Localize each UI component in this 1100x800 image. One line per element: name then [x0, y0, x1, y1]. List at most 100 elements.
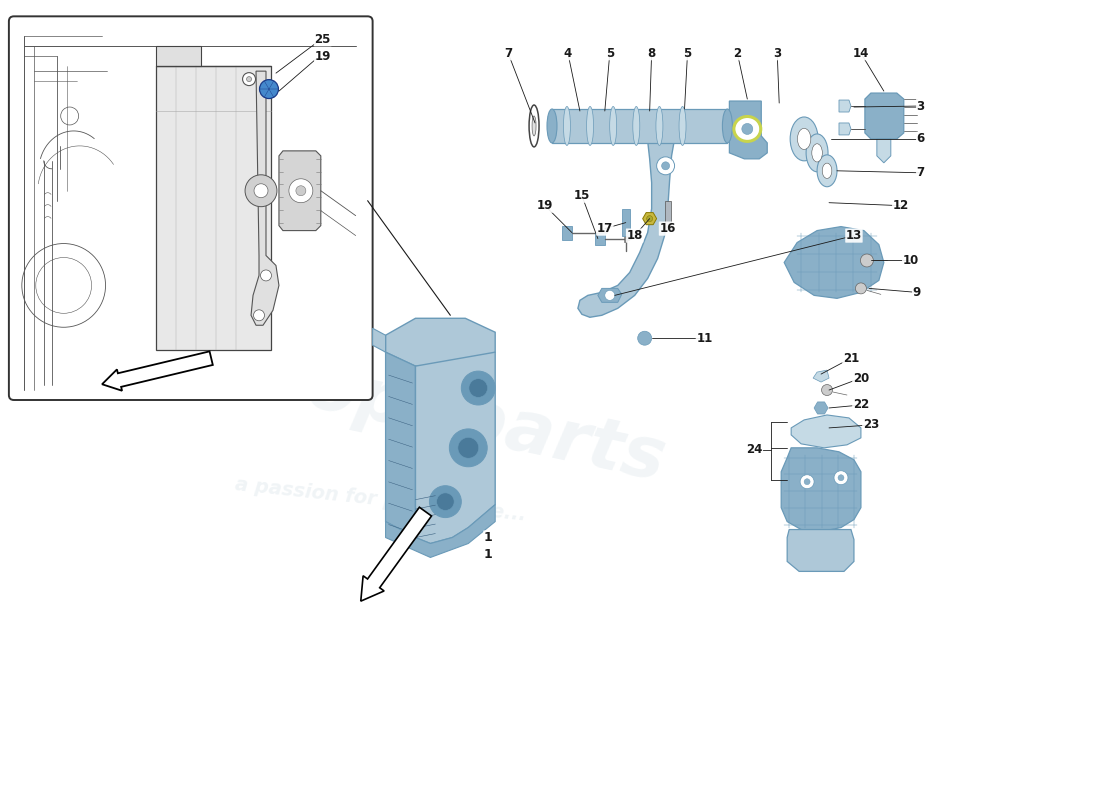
Text: 3: 3	[916, 99, 925, 113]
Text: 9: 9	[913, 286, 921, 299]
Circle shape	[429, 486, 461, 518]
Circle shape	[741, 123, 752, 134]
Ellipse shape	[586, 106, 594, 146]
Polygon shape	[562, 226, 572, 239]
Circle shape	[243, 73, 255, 86]
Ellipse shape	[817, 155, 837, 186]
Text: 23: 23	[862, 418, 879, 431]
Ellipse shape	[823, 163, 832, 178]
Circle shape	[246, 77, 252, 82]
Ellipse shape	[806, 134, 828, 172]
Circle shape	[647, 216, 652, 222]
Polygon shape	[156, 46, 201, 66]
Circle shape	[450, 429, 487, 466]
Ellipse shape	[563, 106, 571, 146]
Ellipse shape	[609, 106, 617, 146]
Circle shape	[605, 290, 615, 300]
Circle shape	[458, 438, 478, 458]
Ellipse shape	[812, 144, 823, 162]
Text: 5: 5	[683, 46, 692, 60]
Polygon shape	[373, 328, 386, 352]
Text: 21: 21	[843, 352, 859, 365]
Circle shape	[735, 116, 760, 142]
Circle shape	[856, 283, 867, 294]
Circle shape	[461, 371, 495, 405]
Text: 7: 7	[504, 46, 513, 60]
Text: 13: 13	[846, 229, 862, 242]
Text: 12: 12	[893, 199, 909, 212]
Polygon shape	[416, 352, 495, 543]
Text: 6: 6	[916, 133, 925, 146]
Text: 17: 17	[596, 222, 613, 235]
Circle shape	[296, 186, 306, 196]
Circle shape	[822, 385, 833, 395]
Text: 4: 4	[564, 46, 572, 60]
Text: 15: 15	[574, 190, 590, 202]
Bar	[664, 201, 671, 229]
Text: 25: 25	[315, 33, 331, 46]
FancyBboxPatch shape	[9, 16, 373, 400]
Text: 1: 1	[484, 548, 493, 561]
Ellipse shape	[532, 116, 536, 136]
Polygon shape	[595, 233, 605, 245]
Ellipse shape	[547, 109, 557, 143]
Ellipse shape	[529, 105, 539, 147]
Polygon shape	[813, 370, 829, 382]
Ellipse shape	[632, 106, 640, 146]
Polygon shape	[877, 139, 891, 163]
Text: 2: 2	[734, 46, 741, 60]
Text: europeparts: europeparts	[168, 324, 672, 496]
Circle shape	[638, 331, 651, 345]
Polygon shape	[791, 415, 861, 448]
Ellipse shape	[679, 106, 686, 146]
Polygon shape	[839, 100, 851, 112]
FancyArrow shape	[361, 507, 431, 601]
Circle shape	[834, 470, 848, 485]
Circle shape	[469, 378, 487, 398]
Polygon shape	[251, 71, 279, 326]
Text: 8: 8	[648, 46, 656, 60]
Circle shape	[261, 270, 272, 281]
Ellipse shape	[656, 106, 663, 146]
Polygon shape	[386, 352, 416, 538]
Text: 5: 5	[606, 46, 614, 60]
Polygon shape	[625, 234, 632, 242]
Text: 7: 7	[916, 166, 925, 179]
Polygon shape	[865, 93, 904, 139]
Text: 3: 3	[773, 46, 781, 60]
Polygon shape	[621, 209, 629, 235]
Circle shape	[245, 174, 277, 206]
Circle shape	[289, 178, 312, 202]
Polygon shape	[578, 113, 683, 318]
Polygon shape	[784, 226, 883, 298]
Text: 18: 18	[627, 229, 642, 242]
Polygon shape	[552, 109, 727, 143]
Polygon shape	[729, 101, 767, 159]
Polygon shape	[279, 151, 321, 230]
Text: 14: 14	[852, 46, 869, 60]
Ellipse shape	[723, 109, 733, 143]
Text: 1: 1	[484, 531, 493, 544]
FancyBboxPatch shape	[156, 66, 271, 350]
Ellipse shape	[790, 117, 818, 161]
Polygon shape	[386, 318, 495, 366]
Circle shape	[253, 310, 264, 321]
Text: 19: 19	[315, 50, 331, 62]
Circle shape	[254, 184, 268, 198]
Text: 11: 11	[696, 332, 713, 345]
Text: a passion for parts since...: a passion for parts since...	[234, 475, 527, 524]
FancyArrow shape	[102, 351, 212, 390]
Text: 16: 16	[659, 222, 675, 235]
Circle shape	[804, 478, 810, 485]
Text: 24: 24	[746, 443, 762, 456]
Text: 22: 22	[852, 398, 869, 411]
Circle shape	[657, 157, 674, 174]
Polygon shape	[839, 123, 851, 135]
Circle shape	[838, 474, 844, 481]
Polygon shape	[788, 530, 854, 571]
Text: 10: 10	[903, 254, 918, 267]
Text: 19: 19	[537, 199, 553, 212]
Polygon shape	[597, 288, 622, 302]
Polygon shape	[642, 213, 657, 225]
Circle shape	[260, 80, 278, 98]
